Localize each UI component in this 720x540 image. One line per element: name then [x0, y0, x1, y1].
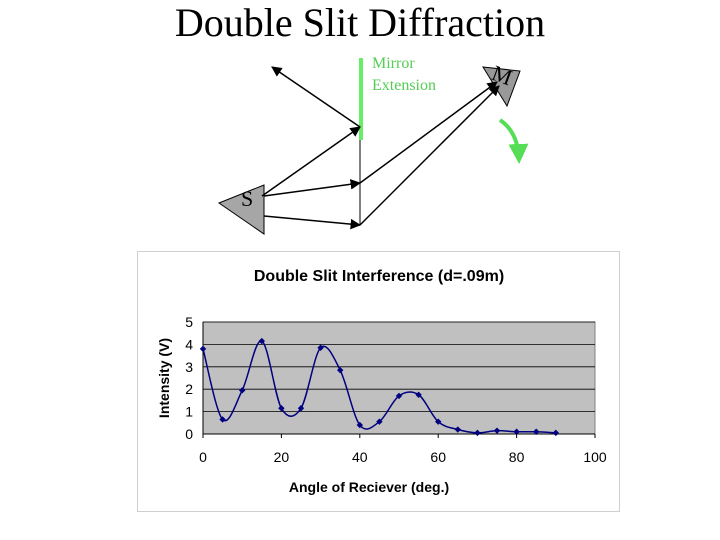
x-axis-label: Angle of Reciever (deg.) — [289, 479, 449, 495]
y-tick-label: 3 — [185, 359, 193, 375]
ray-source-to-slit-1 — [263, 179, 362, 197]
data-point — [258, 337, 265, 345]
chart-title: Double Slit Interference (d=.09m) — [254, 268, 504, 285]
plot-area — [202, 321, 596, 435]
mirror-label-line2: Extension — [372, 77, 436, 94]
data-point — [239, 387, 246, 394]
source-label: S — [241, 186, 253, 211]
y-tick-label: 2 — [185, 381, 193, 397]
data-point — [454, 426, 461, 433]
y-tick-label: 5 — [185, 314, 193, 330]
data-point — [337, 366, 344, 374]
x-tick-label: 0 — [199, 449, 207, 465]
x-tick-label: 100 — [583, 449, 607, 465]
data-point — [474, 429, 481, 437]
data-point — [395, 392, 403, 400]
x-tick-label: 60 — [430, 449, 446, 465]
data-point — [376, 418, 383, 425]
data-point — [297, 405, 305, 412]
y-tick-label: 0 — [185, 426, 193, 442]
mirror-label-line1: Mirror — [372, 55, 415, 72]
x-tick-label: 40 — [352, 449, 368, 465]
rotation-arrow — [498, 118, 529, 164]
chart-frame: Double Slit Interference (d=.09m) 0 1 2 3 4 5 0… — [137, 251, 620, 512]
slide-title: Double Slit Diffraction — [174, 0, 546, 45]
data-point — [513, 428, 520, 435]
data-point — [219, 416, 226, 423]
ray-slit-2-to-receiver — [359, 85, 500, 226]
data-point — [493, 427, 501, 434]
ray-source-to-mirror — [261, 126, 361, 197]
source-triangle — [217, 184, 265, 235]
y-tick-label: 4 — [185, 336, 193, 352]
ray-slit-1-to-receiver — [359, 81, 498, 184]
y-tick-label: 1 — [185, 404, 193, 420]
data-point — [415, 391, 422, 398]
interference-chart: Double Slit Interference (d=.09m) 0 1 2 3 4 5 0… — [156, 268, 607, 495]
x-tick-label: 80 — [509, 449, 525, 465]
ray-source-to-slit-2 — [263, 215, 362, 230]
x-tick-label: 20 — [274, 449, 290, 465]
ray-mirror-reflected — [271, 66, 361, 128]
data-point — [435, 418, 442, 425]
data-point — [278, 405, 285, 412]
data-point — [317, 344, 324, 351]
data-point — [356, 421, 363, 429]
y-axis-label: Intensity (V) — [156, 338, 172, 418]
experiment-diagram: Mirror Extension M S — [217, 55, 529, 235]
